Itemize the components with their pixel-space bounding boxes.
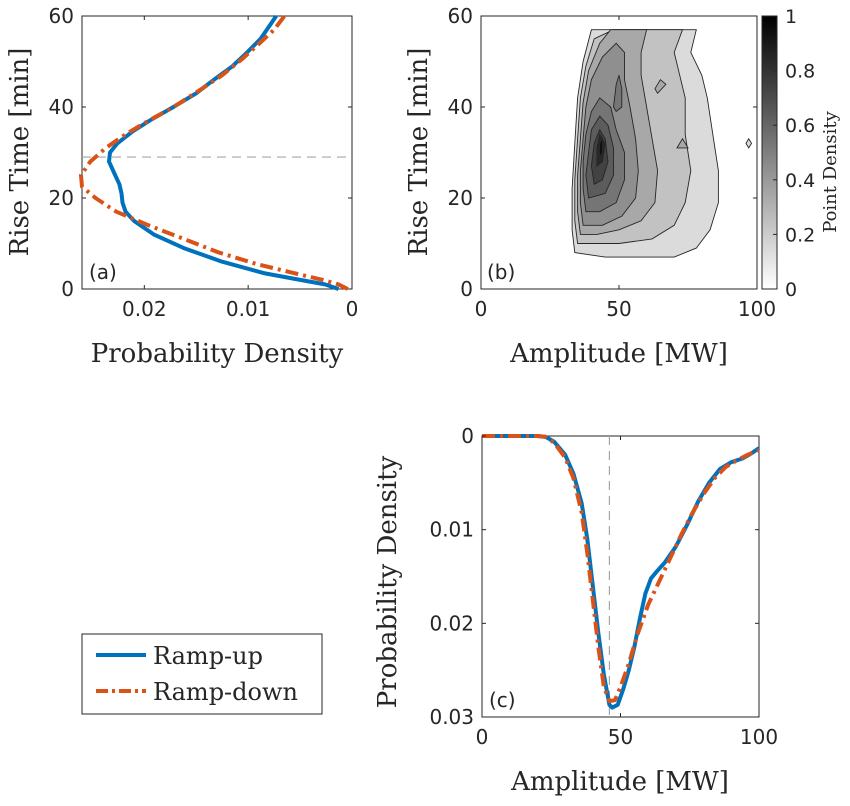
y-tick-label: 0.01: [429, 518, 474, 542]
x-tick-label: 50: [608, 725, 633, 749]
legend-ramp-up-label: Ramp-up: [153, 642, 263, 670]
y-tick-label: 0: [460, 277, 473, 301]
panel-a-series-ramp-up: [107, 14, 340, 291]
panel-a-ylabel: Rise Time [min]: [5, 48, 35, 257]
panel-c-x-ticks: 0 50 100: [476, 436, 778, 749]
y-tick-label: 20: [49, 186, 74, 210]
y-tick-label: 0.03: [429, 705, 474, 729]
panel-c-label: (c): [489, 688, 516, 712]
panel-b-x-ticks: 0 50 100: [475, 16, 776, 321]
colorbar-tick-label: 0.6: [785, 115, 815, 137]
panel-b-contours: [571, 29, 753, 258]
panel-b-xlabel: Amplitude [MW]: [509, 339, 728, 369]
y-tick-label: 20: [448, 186, 473, 210]
panel-c-series: [482, 434, 761, 710]
panel-b-density-contour: 0 50 100 0 20 40 60 (b) Amplitude [MW] Rise T…: [404, 4, 841, 369]
panel-c-amplitude-density: 0 50 100 00.010.020.03 (c) Amplitude [MW] …: [373, 424, 778, 797]
panel-a-y-ticks: 0 20 40 60: [49, 4, 352, 301]
x-tick-label: 0.02: [122, 297, 167, 321]
panel-c-y-ticks: 0 0.01 0.02 0.03: [429, 424, 759, 729]
contour-level-0.3: [654, 79, 667, 95]
colorbar-tick-label: 0: [785, 279, 797, 301]
panel-a-series: [79, 14, 349, 291]
contour-level-0.3: [676, 137, 689, 149]
colorbar: [761, 15, 778, 290]
y-tick-label: 40: [448, 95, 473, 119]
panel-b-label: (b): [487, 260, 515, 284]
panel-c-series-ramp-up: [482, 434, 761, 710]
y-tick-label: 60: [448, 4, 473, 28]
colorbar-tick-label: 0.4: [785, 170, 815, 192]
contour-level-0.1: [745, 137, 753, 149]
y-tick-label: 0.02: [429, 611, 474, 635]
y-tick-label: 0: [461, 424, 474, 448]
panel-a-series-ramp-down: [79, 14, 349, 291]
panel-a-xlabel: Probability Density: [91, 339, 344, 369]
panel-c-ylabel: Probability Density: [373, 455, 403, 708]
panel-a-axes-frame: [81, 15, 353, 290]
x-tick-label: 0: [346, 297, 359, 321]
colorbar-tick-label: 0.8: [785, 61, 815, 83]
legend-ramp-down-label: Ramp-down: [153, 678, 298, 706]
panel-b-y-ticks: 0 20 40 60: [448, 4, 757, 301]
colorbar-tick-label: 0.2: [785, 224, 815, 246]
contour-level-0.5: [613, 75, 623, 113]
y-tick-label: 40: [49, 95, 74, 119]
x-tick-label: 0: [476, 725, 489, 749]
panel-b-ylabel: Rise Time [min]: [404, 48, 434, 257]
y-tick-label: 60: [49, 4, 74, 28]
legend-box: [81, 633, 323, 715]
x-tick-label: 100: [740, 725, 778, 749]
panel-c-xlabel: Amplitude [MW]: [510, 767, 729, 797]
x-tick-label: 100: [738, 297, 776, 321]
colorbar-label: Point Density: [820, 110, 841, 232]
colorbar-ticks: 0 0.2 0.4 0.6 0.8 1: [773, 6, 815, 301]
panel-a-rise-time-density: 0.02 0.01 0 0 20 40 60 (a) Probability Densit…: [5, 4, 358, 369]
panel-a-x-ticks: 0.02 0.01 0: [122, 16, 358, 321]
x-tick-label: 0.01: [226, 297, 271, 321]
x-tick-label: 0: [475, 297, 488, 321]
legend: Ramp-up Ramp-down: [81, 633, 323, 715]
colorbar-tick-label: 1: [785, 6, 797, 28]
y-tick-label: 0: [61, 277, 74, 301]
panel-a-label: (a): [89, 260, 117, 284]
x-tick-label: 50: [606, 297, 631, 321]
contour-level-0.9: [599, 137, 603, 159]
panel-c-series-ramp-down: [482, 434, 760, 704]
